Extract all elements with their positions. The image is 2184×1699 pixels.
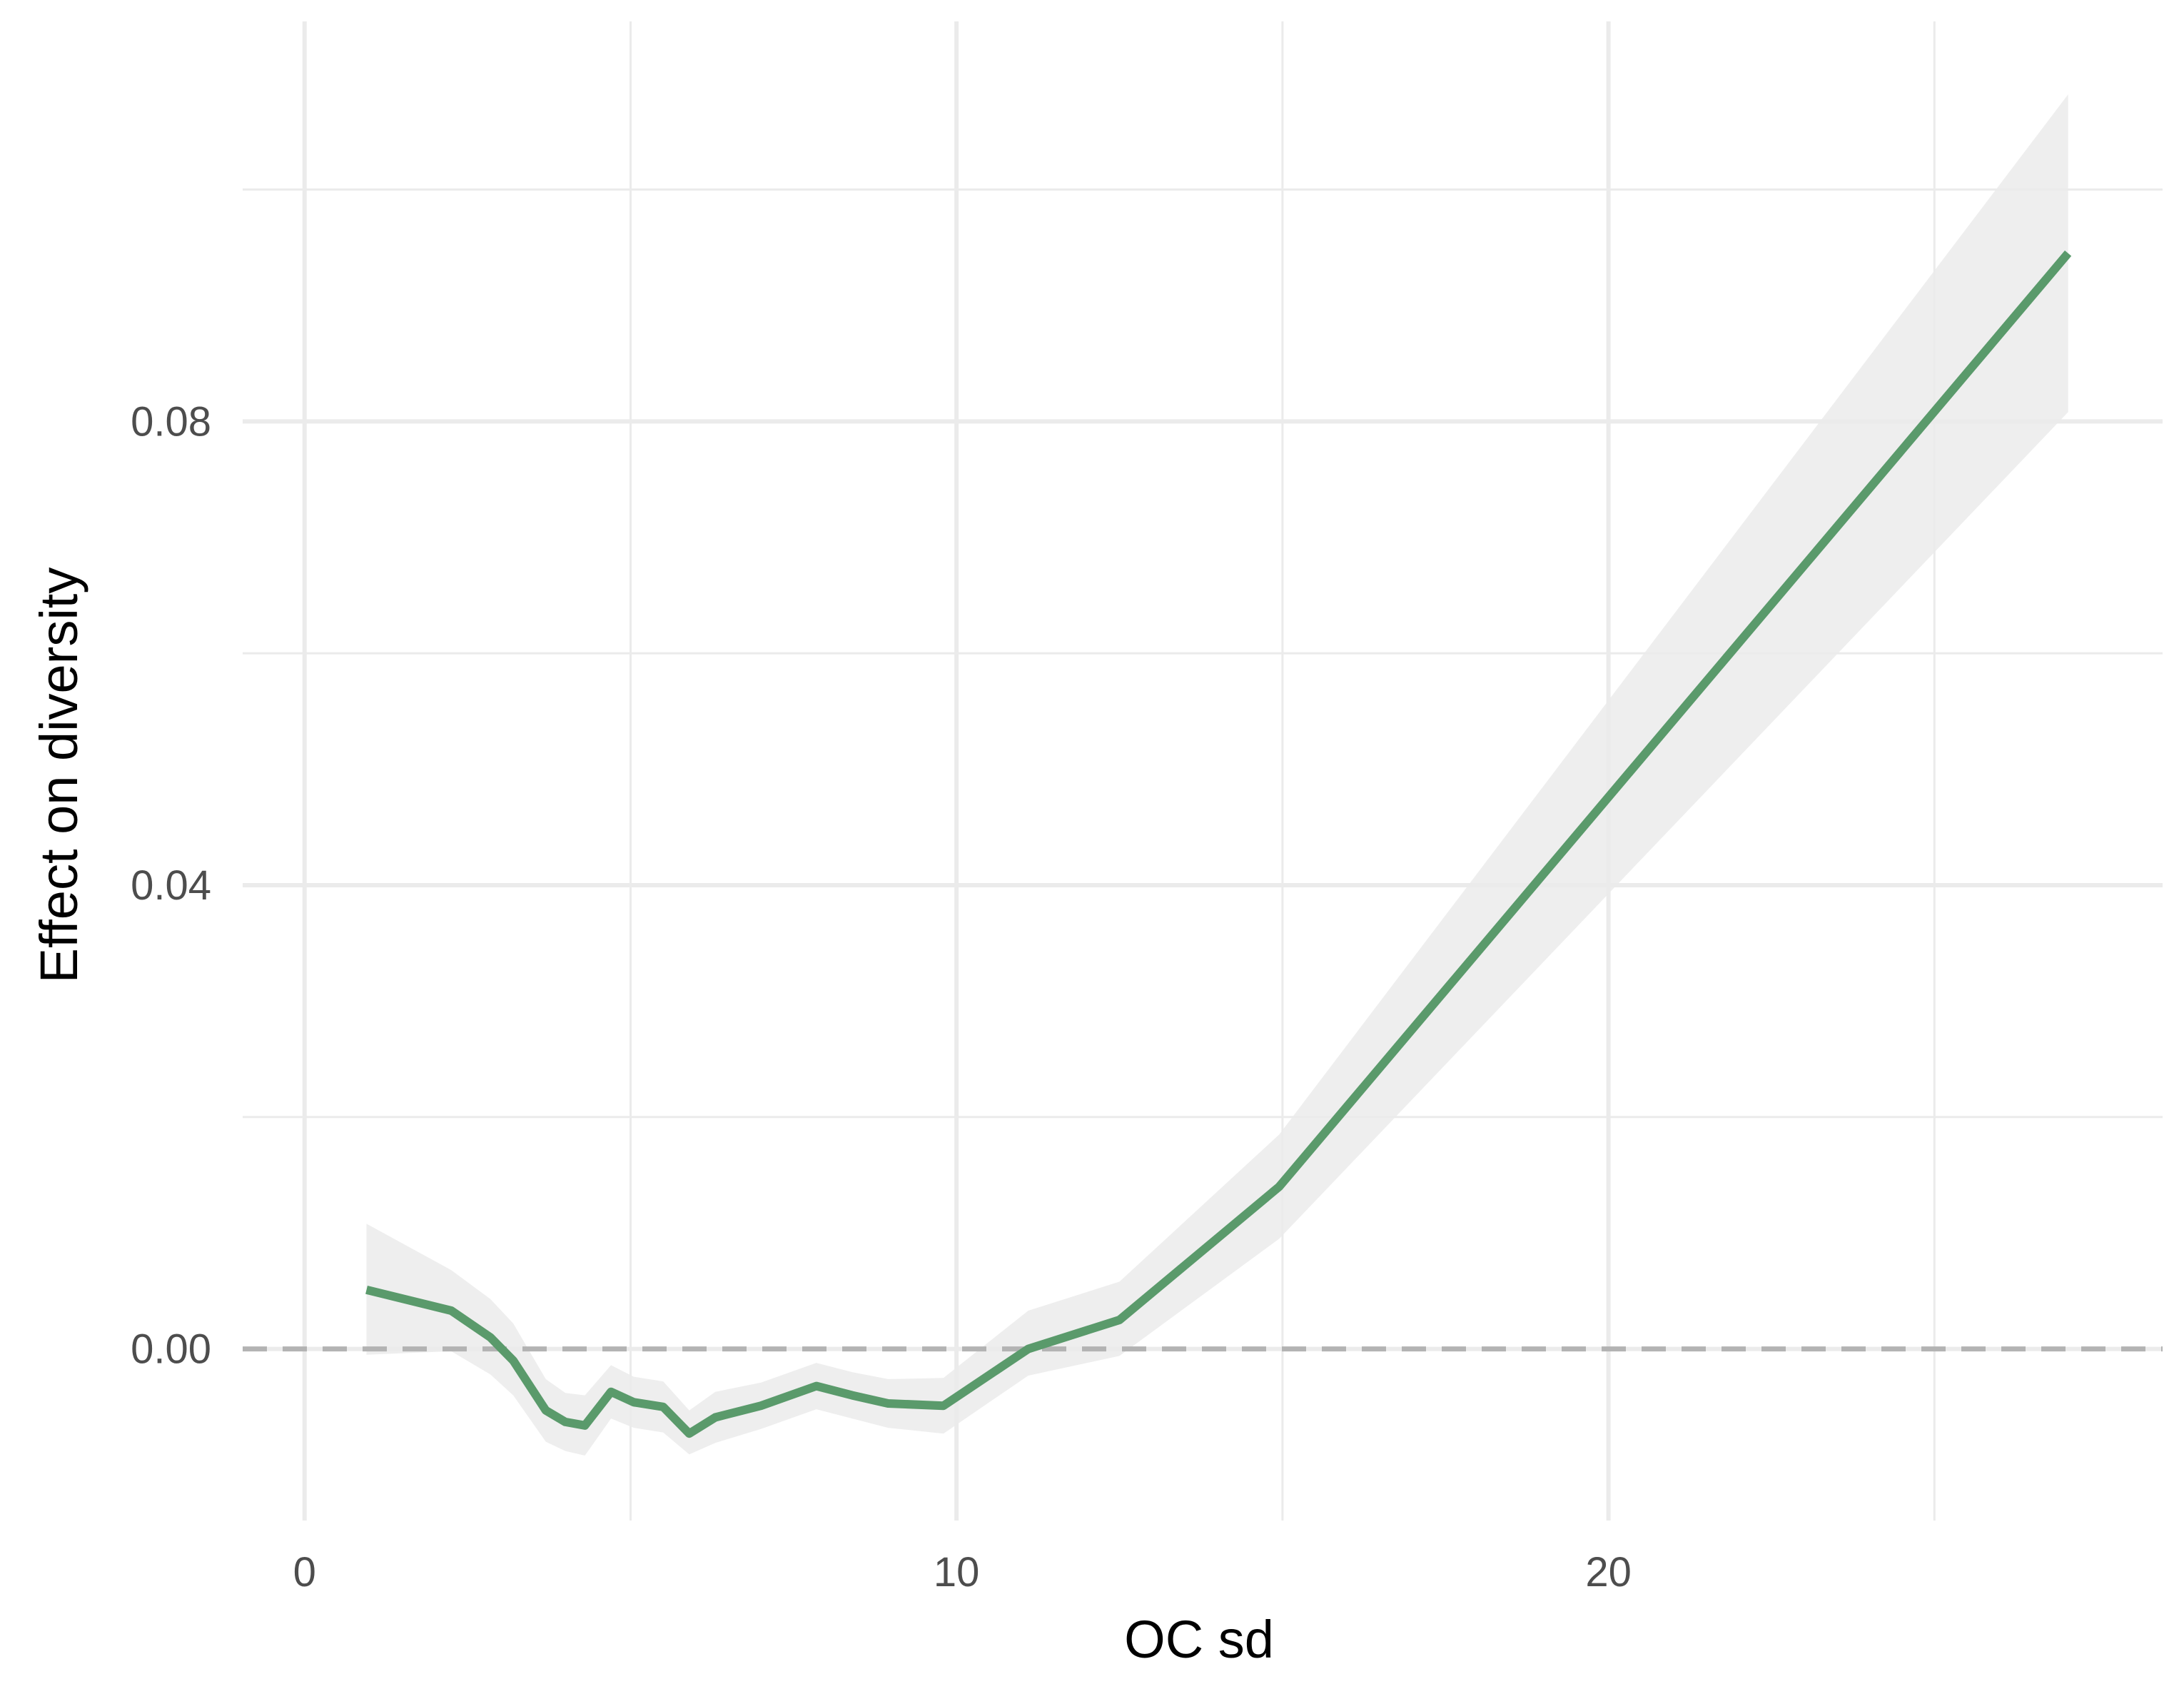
x-tick-label: 10 xyxy=(934,1549,980,1595)
y-tick-label: 0.00 xyxy=(131,1326,211,1373)
x-tick-labels: 0 10 20 xyxy=(293,1549,1632,1595)
y-axis-title: Effect on diversity xyxy=(29,568,89,984)
x-tick-label: 0 xyxy=(293,1549,316,1595)
x-axis-title: OC sd xyxy=(1124,1610,1274,1669)
y-tick-label: 0.04 xyxy=(131,862,211,909)
y-tick-label: 0.08 xyxy=(131,398,211,445)
effect-line-layer xyxy=(365,250,2072,1438)
major-gridlines xyxy=(243,21,2163,1521)
confidence-ribbon-layer xyxy=(366,94,2068,1456)
y-tick-labels: 0.00 0.04 0.08 xyxy=(131,398,211,1372)
effect-line xyxy=(365,250,2072,1438)
minor-gridlines xyxy=(243,21,2163,1521)
x-tick-label: 20 xyxy=(1585,1549,1632,1595)
confidence-ribbon xyxy=(366,94,2068,1456)
